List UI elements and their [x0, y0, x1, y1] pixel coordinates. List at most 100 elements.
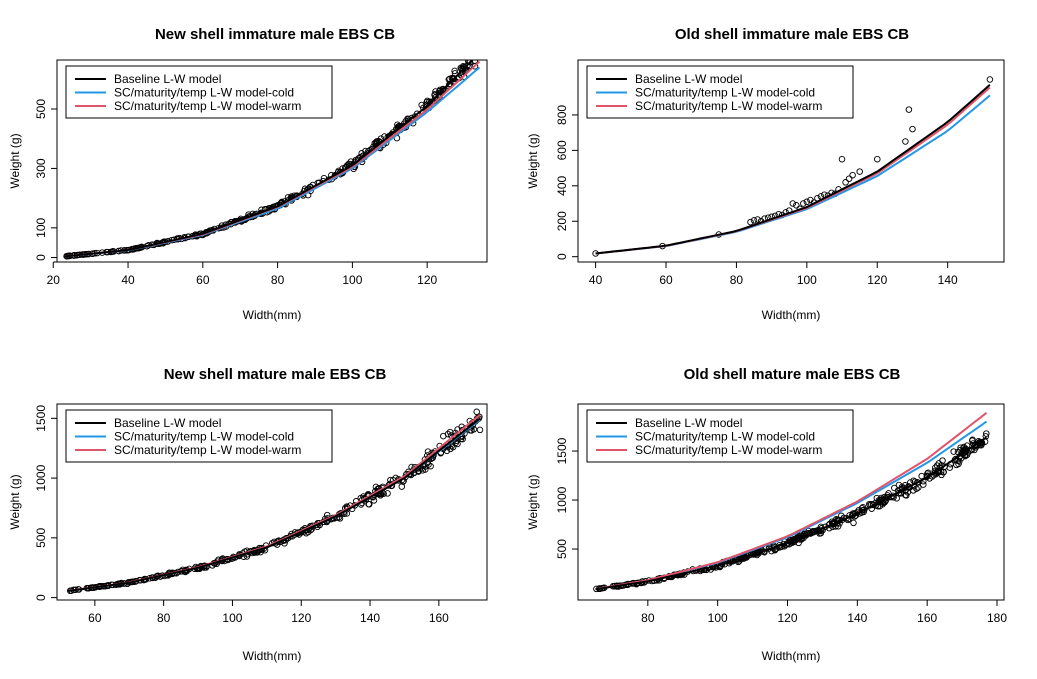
data-point	[838, 155, 846, 163]
x-tick-label: 120	[867, 273, 887, 287]
data-point	[373, 138, 381, 145]
data-point	[903, 492, 910, 499]
data-point	[422, 466, 429, 473]
data-point	[909, 125, 916, 133]
series-line-2	[595, 94, 991, 255]
data-point	[902, 138, 909, 145]
x-axis-label: Width(mm)	[243, 649, 302, 663]
chart-title: Old shell mature male EBS CB	[684, 366, 901, 383]
data-point	[905, 106, 913, 113]
model-curves	[595, 84, 991, 255]
data-point	[323, 511, 331, 519]
data-point	[476, 426, 484, 434]
data-point	[969, 437, 976, 444]
data-point	[975, 439, 983, 447]
x-tick-label: 160	[429, 611, 449, 625]
x-tick-label: 140	[938, 273, 958, 287]
chart-title: New shell mature male EBS CB	[164, 366, 387, 383]
data-point	[845, 175, 853, 182]
data-point	[795, 539, 802, 547]
x-axis-label: Width(mm)	[243, 308, 302, 322]
y-tick-label: 0	[34, 594, 48, 601]
data-point	[470, 426, 478, 433]
data-point	[905, 484, 912, 491]
x-tick-label: 40	[589, 273, 603, 287]
y-tick-label: 1500	[34, 405, 48, 432]
model-curves	[64, 60, 481, 258]
legend-entry: Baseline L-W model	[635, 72, 742, 86]
data-point	[950, 448, 957, 455]
panel-2: Old shell immature male EBS CB Width(mm) W…	[526, 26, 1005, 322]
x-tick-label: 60	[196, 273, 210, 287]
data-point	[425, 461, 432, 468]
x-tick-label: 20	[47, 273, 61, 287]
data-point	[932, 464, 939, 471]
legend-box	[65, 65, 333, 119]
data-point	[891, 484, 898, 492]
legend-entry: SC/maturity/temp L-W model-cold	[114, 430, 294, 444]
data-point	[422, 463, 429, 470]
data-point	[446, 81, 453, 88]
x-tick-label: 60	[659, 273, 673, 287]
data-point	[398, 483, 406, 490]
data-point	[347, 158, 355, 165]
data-point	[963, 442, 971, 449]
data-point	[946, 464, 954, 471]
x-tick-label: 40	[121, 273, 135, 287]
chart-title: New shell immature male EBS CB	[155, 26, 395, 43]
data-point	[380, 490, 387, 497]
data-point	[849, 171, 856, 179]
data-point	[789, 200, 797, 207]
y-tick-label: 1500	[555, 437, 569, 464]
panel-4: Old shell mature male EBS CB Width(mm) Wei…	[526, 366, 1007, 663]
y-tick-label: 400	[555, 175, 569, 195]
data-point	[336, 515, 344, 522]
data-point	[460, 63, 468, 71]
x-axis-label: Width(mm)	[762, 649, 821, 663]
x-tick-label: 100	[708, 611, 728, 625]
x-tick-label: 140	[360, 611, 380, 625]
data-point	[953, 461, 960, 469]
data-point	[793, 202, 800, 209]
y-tick-label: 800	[555, 105, 569, 125]
y-tick-label: 0	[34, 254, 48, 261]
data-point	[464, 62, 471, 69]
data-point	[384, 490, 391, 497]
data-point	[454, 440, 461, 448]
data-point	[838, 512, 845, 520]
chart-title: Old shell immature male EBS CB	[675, 26, 909, 43]
data-point	[986, 76, 994, 83]
data-point	[440, 432, 447, 440]
data-point	[842, 179, 849, 186]
data-point	[370, 497, 378, 504]
legend-entry: Baseline L-W model	[114, 72, 221, 86]
y-tick-label: 1000	[555, 486, 569, 513]
data-point	[424, 448, 432, 455]
legend-entry: SC/maturity/temp L-W model-warm	[114, 443, 301, 457]
model-curves	[595, 412, 988, 591]
data-point	[452, 439, 460, 447]
y-axis-label: Weight (g)	[8, 474, 22, 529]
panel-3: New shell mature male EBS CB Width(mm) Wei…	[8, 366, 488, 663]
series-line-1	[595, 84, 991, 255]
x-tick-label: 80	[157, 611, 171, 625]
legend-entry: Baseline L-W model	[114, 416, 221, 430]
x-axis-label: Width(mm)	[762, 308, 821, 322]
y-tick-label: 500	[34, 99, 48, 119]
y-axis-label: Weight (g)	[526, 133, 540, 188]
data-point	[939, 457, 946, 464]
x-tick-label: 60	[88, 611, 102, 625]
panel-1: New shell immature male EBS CB Width(mm) W…	[8, 26, 488, 322]
legend-entry: SC/maturity/temp L-W model-cold	[635, 86, 815, 100]
x-tick-label: 160	[917, 611, 937, 625]
x-tick-label: 100	[222, 611, 242, 625]
x-tick-label: 100	[342, 273, 362, 287]
legend-entry: SC/maturity/temp L-W model-cold	[635, 430, 815, 444]
legend-entry: Baseline L-W model	[635, 416, 742, 430]
data-point	[438, 88, 445, 96]
data-point	[920, 481, 927, 488]
y-axis-label: Weight (g)	[8, 133, 22, 188]
